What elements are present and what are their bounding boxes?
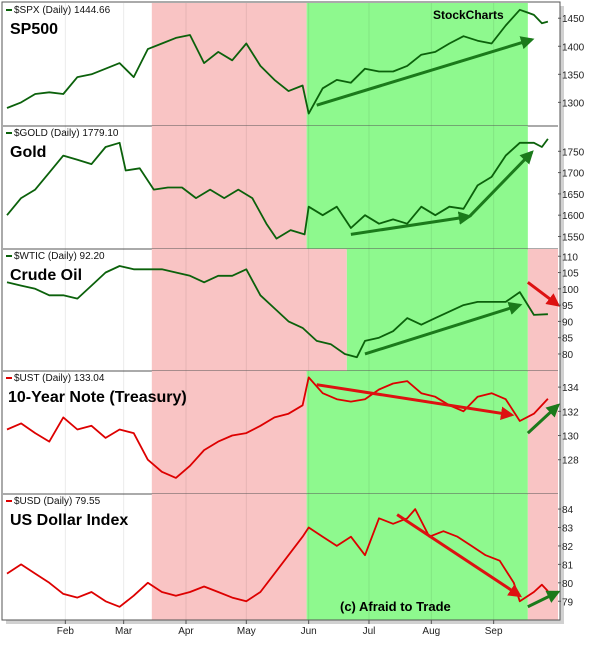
y-tick-label: 1650 — [562, 190, 585, 201]
region-red — [151, 249, 347, 371]
y-tick-label: 81 — [562, 560, 574, 571]
trend-arrow-red — [316, 383, 515, 420]
y-tick-label: 1450 — [562, 14, 585, 25]
trend-arrow-red — [396, 513, 523, 598]
y-tick-label: 82 — [562, 542, 574, 553]
region-green — [306, 371, 528, 494]
y-tick-label: 95 — [562, 301, 574, 312]
y-tick-label: 84 — [562, 505, 574, 516]
region-red — [527, 371, 558, 494]
watermark: StockCharts — [433, 8, 504, 22]
y-tick-label: 105 — [562, 269, 579, 280]
trend-arrow-green — [364, 301, 523, 356]
region-red — [151, 494, 307, 620]
trend-arrow-green — [350, 211, 473, 236]
y-tick-label: 1300 — [562, 98, 585, 109]
y-tick-label: 1600 — [562, 211, 585, 222]
panel-title: SP500 — [10, 21, 58, 38]
y-tick-label: 79 — [562, 597, 574, 608]
y-tick-label: 1700 — [562, 169, 585, 180]
y-tick-label: 80 — [562, 579, 574, 590]
x-tick-label: Aug — [422, 626, 440, 637]
y-tick-label: 85 — [562, 334, 574, 345]
price-line-gold — [6, 138, 549, 240]
y-tick-label: 90 — [562, 317, 574, 328]
price-line-usd — [6, 508, 549, 608]
panel-header: $WTIC (Daily) 92.20 — [14, 251, 105, 262]
trend-arrow-green — [526, 403, 560, 435]
x-tick-label: Mar — [115, 626, 133, 637]
x-tick-label: Apr — [178, 626, 194, 637]
copyright: (c) Afraid to Trade — [340, 599, 451, 614]
x-tick-label: Feb — [57, 626, 75, 637]
panel-title: 10-Year Note (Treasury) — [8, 389, 187, 406]
panel-spx: $SPX (Daily) 1444.66 SP500 1300 1350 1400 145… — [3, 3, 585, 127]
y-tick-label: 1550 — [562, 232, 585, 243]
trend-arrow-green — [527, 590, 561, 609]
x-tick-label: Sep — [485, 626, 503, 637]
region-red — [527, 249, 558, 371]
y-tick-label: 1400 — [562, 42, 585, 53]
y-tick-label: 134 — [562, 383, 579, 394]
y-tick-label: 128 — [562, 456, 579, 467]
region-red — [527, 494, 558, 620]
panel-header: $SPX (Daily) 1444.66 — [14, 5, 111, 16]
y-tick-label: 80 — [562, 350, 574, 361]
trend-arrow-red — [526, 281, 561, 307]
panel-title: US Dollar Index — [10, 512, 128, 529]
region-red — [151, 3, 307, 126]
panel-header: $USD (Daily) 79.55 — [14, 496, 101, 507]
region-green — [306, 3, 528, 126]
y-tick-label: 110 — [562, 252, 578, 263]
panel-header: $GOLD (Daily) 1779.10 — [14, 128, 119, 139]
y-tick-label: 130 — [562, 432, 579, 443]
price-line-ust — [6, 376, 549, 479]
trend-arrow-green — [468, 150, 534, 218]
y-tick-label: 1350 — [562, 70, 585, 81]
y-tick-label: 1750 — [562, 147, 585, 158]
y-tick-label: 83 — [562, 524, 574, 535]
panel-ust: $UST (Daily) 133.04 10-Year Note (Treasur… — [3, 371, 579, 495]
panel-title: Gold — [10, 144, 46, 161]
trend-arrow-green — [316, 36, 535, 107]
panel-header: $UST (Daily) 133.04 — [14, 373, 105, 384]
panel-title: Crude Oil — [10, 267, 82, 284]
x-tick-label: Jun — [301, 626, 317, 637]
region-red — [151, 371, 307, 494]
y-tick-label: 132 — [562, 407, 579, 418]
x-tick-label: May — [237, 626, 256, 637]
price-line-spx — [6, 8, 549, 115]
price-line-wtic — [6, 265, 548, 359]
panel-wtic: $WTIC (Daily) 92.20 Crude Oil 80 85 90 95 100 1… — [3, 249, 579, 372]
x-tick-label: Jul — [363, 626, 376, 637]
region-green — [306, 126, 528, 249]
y-tick-label: 100 — [562, 285, 579, 296]
